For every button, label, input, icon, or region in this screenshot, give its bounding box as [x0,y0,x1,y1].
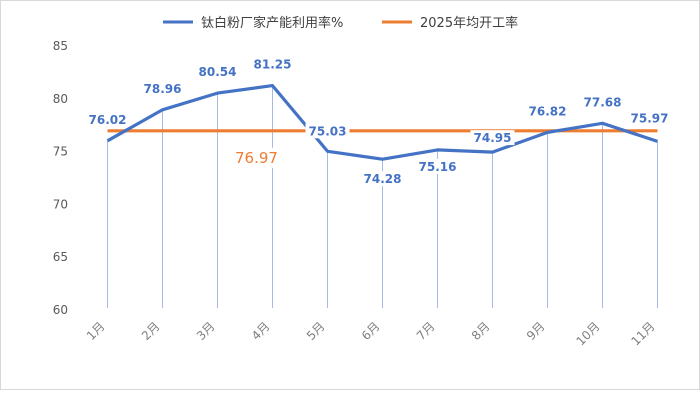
data-label-bg [627,110,672,126]
data-label: 76.02 [89,113,127,127]
average-value-label: 76.97 [235,149,278,167]
x-tick-label: 10月 [573,319,602,348]
data-label-bg [195,64,240,80]
y-tick-label: 75 [53,145,68,159]
data-label: 76.82 [529,104,567,118]
x-tick-label: 5月 [304,319,328,343]
y-tick-label: 70 [53,197,68,211]
data-label: 77.68 [584,95,622,109]
chart-frame [0,0,700,390]
data-label-bg [85,111,130,127]
data-label-bg [470,130,515,146]
y-tick-label: 65 [53,250,68,264]
x-tick-label: 4月 [249,319,273,343]
x-axis: 1月 2月 3月 4月 5月 6月 7月 8月 9月 10月 11月 [84,319,658,348]
data-label-bg [580,94,625,110]
x-tick-label: 6月 [359,319,383,343]
data-label-layer: 76.02 78.96 80.54 81.25 75.03 74.28 75.16 74.95… [85,56,672,187]
data-label: 74.95 [474,131,512,145]
data-label-bg [415,158,460,174]
x-tick-label: 8月 [469,319,493,343]
x-tick-label: 7月 [414,319,438,343]
x-tick-label: 11月 [628,319,657,348]
data-label: 78.96 [144,82,182,96]
data-label: 80.54 [199,65,237,79]
y-tick-label: 80 [53,92,68,106]
legend: 钛白粉厂家产能利用率% 2025年均开工率 [163,15,518,31]
x-tick-label: 2月 [139,319,163,343]
x-tick-label: 1月 [84,319,108,343]
data-label: 74.28 [364,172,402,186]
legend-label-utilization: 钛白粉厂家产能利用率% [201,15,343,31]
data-label-bg [525,103,570,119]
data-label-bg [360,171,405,187]
legend-label-average: 2025年均开工率 [420,15,518,31]
x-tick-label: 3月 [194,319,218,343]
y-tick-label: 85 [53,39,68,53]
series-layer [106,83,658,161]
data-label: 75.16 [419,160,457,174]
x-tick-label: 9月 [524,319,548,343]
data-label: 81.25 [254,58,292,72]
series-line-utilization [106,83,658,161]
data-label: 75.03 [309,124,347,138]
y-axis: 60 65 70 75 80 85 [53,39,68,317]
data-label-bg [305,123,350,139]
y-tick-label: 60 [53,303,68,317]
drop-lines [107,85,658,308]
data-label: 75.97 [631,111,669,125]
data-label-bg [140,80,185,96]
average-label-bg [229,147,284,168]
data-label-bg [250,56,295,72]
